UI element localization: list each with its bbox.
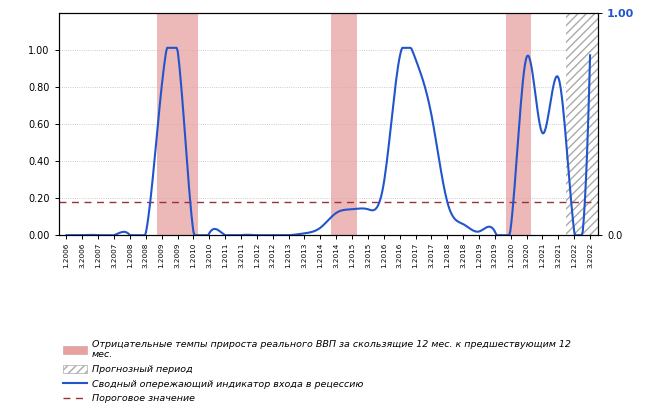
Bar [157,13,198,235]
Bar [566,13,598,235]
Legend: Отрицательные темпы прироста реального ВВП за скользящие 12 мес. к предшествующи: Отрицательные темпы прироста реального В… [63,340,571,404]
Bar [506,13,531,235]
Bar [566,13,598,235]
Bar [332,13,357,235]
